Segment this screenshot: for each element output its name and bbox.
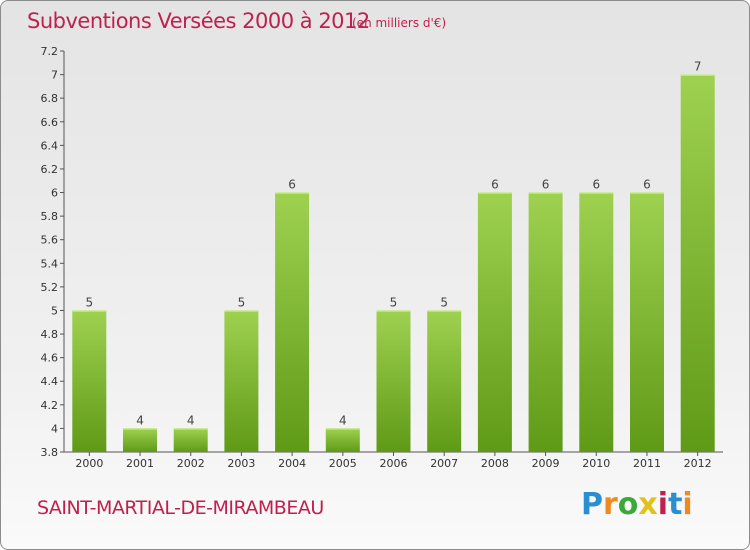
bar-2005[interactable] bbox=[325, 428, 360, 452]
chart-title: Subventions Versées 2000 à 2012 bbox=[27, 9, 370, 33]
x-tick-label: 2001 bbox=[126, 457, 154, 470]
y-tick-label: 6.6 bbox=[41, 116, 59, 129]
y-tick-label: 3.8 bbox=[41, 446, 59, 459]
x-tick-label: 2003 bbox=[227, 457, 255, 470]
y-tick-label: 5.8 bbox=[41, 210, 59, 223]
y-tick-label: 4.4 bbox=[41, 375, 59, 388]
data-label-2004: 6 bbox=[288, 178, 296, 192]
bar-2006[interactable] bbox=[376, 310, 411, 453]
y-tick-label: 5.4 bbox=[41, 257, 59, 270]
y-tick-label: 6 bbox=[51, 187, 58, 200]
data-label-2002: 4 bbox=[187, 413, 195, 427]
y-tick-label: 4.2 bbox=[41, 399, 59, 412]
bar-2012[interactable] bbox=[680, 74, 715, 452]
data-label-2008: 6 bbox=[491, 178, 499, 192]
y-tick-label: 4.8 bbox=[41, 328, 59, 341]
logo-letter: i bbox=[657, 487, 669, 522]
data-label-2005: 4 bbox=[339, 413, 347, 427]
x-tick-label: 2005 bbox=[329, 457, 357, 470]
y-tick-label: 7 bbox=[51, 69, 58, 82]
bars bbox=[72, 74, 715, 453]
y-tick-label: 7.2 bbox=[41, 45, 59, 58]
logo-letter: i bbox=[682, 487, 693, 522]
x-tick-label: 2009 bbox=[532, 457, 560, 470]
y-tick-label: 4.6 bbox=[41, 352, 59, 365]
data-label-2007: 5 bbox=[440, 295, 448, 309]
y-tick-label: 6.2 bbox=[41, 163, 59, 176]
logo-letter: r bbox=[603, 487, 618, 522]
data-label-2000: 5 bbox=[86, 295, 94, 309]
x-tick-label: 2007 bbox=[430, 457, 458, 470]
x-tick-label: 2011 bbox=[633, 457, 661, 470]
chart-unit-label: (en milliers d'€) bbox=[352, 16, 447, 30]
logo-letter: x bbox=[638, 487, 658, 522]
data-label-2003: 5 bbox=[238, 295, 246, 309]
x-tick-label: 2006 bbox=[380, 457, 408, 470]
x-tick-label: 2004 bbox=[278, 457, 306, 470]
logo-letter: o bbox=[617, 487, 639, 522]
logo-letter: P bbox=[581, 487, 603, 522]
y-tick-label: 5.6 bbox=[41, 234, 59, 247]
y-tick-label: 5 bbox=[51, 304, 58, 317]
bar-2003[interactable] bbox=[224, 310, 259, 453]
data-label-2006: 5 bbox=[390, 295, 398, 309]
y-tick-label: 6.4 bbox=[41, 139, 59, 152]
bar-2011[interactable] bbox=[630, 192, 664, 453]
bar-2007[interactable] bbox=[427, 310, 462, 453]
data-label-2009: 6 bbox=[542, 178, 550, 192]
x-tick-label: 2012 bbox=[684, 457, 712, 470]
data-labels: 5 4 4 5 6 4 5 5 6 6 6 6 7 bbox=[86, 60, 702, 428]
x-tick-label: 2010 bbox=[582, 457, 610, 470]
y-tick-label: 6.8 bbox=[41, 92, 59, 105]
y-tick-label: 5.2 bbox=[41, 281, 59, 294]
bar-2000[interactable] bbox=[72, 310, 107, 453]
data-label-2012: 7 bbox=[694, 60, 702, 74]
x-tick-label: 2002 bbox=[177, 457, 205, 470]
bar-2004[interactable] bbox=[275, 192, 310, 453]
bar-2008[interactable] bbox=[477, 192, 512, 453]
data-label-2010: 6 bbox=[592, 178, 600, 192]
data-label-2001: 4 bbox=[136, 413, 144, 427]
logo-letter: t bbox=[668, 487, 683, 522]
proxiti-logo[interactable]: Proxiti bbox=[581, 487, 693, 522]
x-tick-label: 2000 bbox=[75, 457, 103, 470]
bar-2001[interactable] bbox=[123, 428, 157, 452]
data-label-2011: 6 bbox=[643, 178, 651, 192]
x-axis: 2000 2001 2002 2003 2004 2005 2006 2007 2008 2009… bbox=[64, 451, 723, 470]
y-tick-label: 4 bbox=[51, 422, 58, 435]
bar-2002[interactable] bbox=[173, 428, 208, 452]
bar-2009[interactable] bbox=[528, 192, 563, 453]
y-axis: 3.8 4 4.2 4.4 4.6 4.8 5 5.2 5.4 5.6 5.8 6 6.2 6.4 6.6 6… bbox=[41, 45, 65, 459]
commune-name: SAINT-MARTIAL-DE-MIRAMBEAU bbox=[37, 497, 324, 519]
bar-2010[interactable] bbox=[579, 192, 614, 453]
x-tick-label: 2008 bbox=[481, 457, 509, 470]
